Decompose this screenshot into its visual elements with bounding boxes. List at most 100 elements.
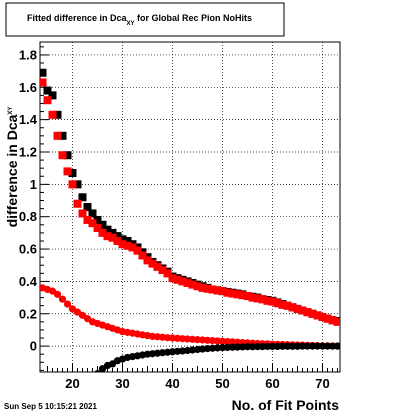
data-point-square — [198, 283, 207, 292]
data-point-square — [253, 294, 262, 303]
data-point-square — [273, 299, 282, 308]
x-axis-label: No. of Fit Points — [232, 397, 340, 413]
data-point-square — [323, 314, 332, 323]
data-point-square — [73, 199, 82, 208]
data-point-circle — [308, 342, 317, 350]
data-point-circle — [283, 342, 292, 350]
y-axis-label-subscript: XY — [8, 107, 14, 115]
axis-ticks — [40, 46, 338, 372]
data-point-square — [293, 304, 302, 313]
data-point-square — [308, 309, 317, 318]
data-point-circle — [278, 342, 287, 350]
data-point-square — [178, 277, 187, 286]
y-tick-label: 0.2 — [19, 306, 37, 321]
data-point-circle — [58, 295, 67, 303]
x-tick-label: 30 — [115, 376, 129, 391]
data-point-square — [228, 289, 237, 298]
data-point-square — [103, 232, 112, 241]
data-point-square — [278, 300, 287, 309]
title-box: Fitted difference in DcaXY for Global Re… — [5, 2, 285, 37]
data-point-square — [118, 240, 127, 249]
data-point-square — [148, 259, 157, 268]
y-tick-labels: 0 0.2 0.4 0.6 0.8 1 1.2 1.4 1.6 1.8 — [19, 47, 38, 353]
data-point-square — [313, 311, 322, 320]
data-point-square — [188, 280, 197, 289]
data-point-square — [123, 236, 132, 245]
data-point-square — [238, 291, 247, 300]
y-tick-label: 0 — [30, 339, 37, 354]
y-tick-label: 1.4 — [19, 112, 38, 127]
data-point-square — [218, 287, 227, 296]
data-point-square — [113, 232, 122, 241]
data-point-square — [103, 225, 112, 234]
data-point-square — [83, 215, 92, 224]
data-point-square — [88, 209, 97, 218]
chart-title: Fitted difference in DcaXY for Global Re… — [27, 13, 252, 27]
data-point-circle — [53, 290, 62, 298]
timestamp: Sun Sep 5 10:15:21 2021 — [4, 402, 97, 411]
data-point-square — [48, 91, 57, 100]
x-tick-label: 50 — [215, 376, 229, 391]
data-point-square — [40, 68, 47, 77]
plot-frame — [39, 41, 341, 373]
data-point-square — [223, 288, 232, 297]
data-point-square — [48, 110, 57, 119]
data-point-square — [318, 313, 327, 321]
data-point-square — [53, 110, 62, 119]
data-point-square — [143, 256, 152, 265]
data-point-square — [208, 285, 217, 294]
data-point-square — [83, 203, 92, 211]
data-point-square — [298, 306, 307, 315]
y-tick-label: 1.6 — [19, 80, 37, 95]
data-markers — [40, 68, 340, 372]
series-3-red-circles — [40, 284, 340, 350]
data-point-square — [88, 219, 97, 228]
data-point-square — [168, 274, 177, 283]
data-point-square — [283, 301, 292, 310]
data-point-square — [233, 290, 242, 299]
data-point-square — [118, 235, 127, 244]
data-point-square — [53, 131, 62, 140]
data-point-square — [108, 228, 117, 237]
data-point-square — [333, 317, 340, 326]
data-point-square — [58, 151, 67, 160]
data-point-square — [93, 224, 102, 233]
data-point-circle — [288, 342, 297, 350]
y-tick-label: 1.2 — [19, 145, 37, 160]
data-point-square — [173, 275, 182, 284]
chart-title-subscript: XY — [127, 21, 135, 27]
data-point-square — [248, 293, 257, 302]
data-point-square — [158, 266, 167, 275]
data-point-square — [193, 282, 202, 291]
data-point-square — [63, 151, 72, 160]
data-point-square — [68, 169, 77, 178]
x-tick-label: 60 — [265, 376, 279, 391]
y-tick-label: 1.8 — [19, 47, 37, 62]
series-2-red-squares — [40, 78, 340, 326]
data-point-square — [43, 86, 52, 95]
data-point-circle — [243, 343, 252, 351]
data-point-circle — [268, 342, 277, 351]
x-tick-label: 20 — [65, 376, 79, 391]
data-point-circle — [63, 300, 72, 308]
data-point-square — [203, 284, 212, 293]
data-point-square — [108, 233, 117, 242]
data-point-circle — [318, 342, 327, 350]
data-point-circle — [333, 342, 340, 350]
data-point-square — [153, 262, 162, 271]
data-point-square — [328, 316, 337, 325]
data-point-circle — [298, 342, 307, 350]
data-point-square — [163, 269, 172, 278]
series-4-black-circles — [94, 342, 340, 372]
data-point-circle — [313, 342, 322, 350]
y-tick-label: 0.8 — [19, 209, 37, 224]
data-point-square — [268, 297, 277, 306]
title-box-frame — [5, 2, 285, 37]
data-point-square — [303, 308, 312, 317]
data-point-circle — [253, 343, 262, 351]
y-axis-label: difference in DcaXY — [4, 107, 20, 228]
data-point-circle — [94, 370, 101, 372]
data-point-circle — [323, 342, 332, 350]
y-tick-label: 0.4 — [19, 274, 38, 289]
